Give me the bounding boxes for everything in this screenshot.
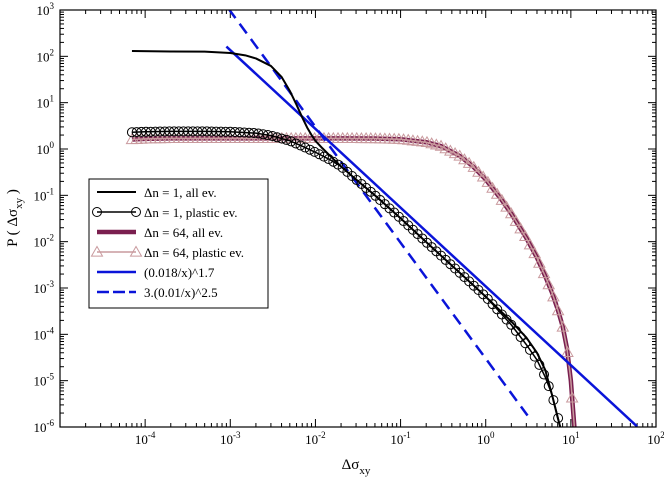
legend-box [88,178,269,309]
data-point [444,144,457,156]
data-point [276,133,287,144]
data-point [272,132,283,143]
data-point [92,207,102,217]
y-tick-label: 10-4 [34,325,55,342]
data-point [565,391,579,403]
legend-label: (0.018/x)^1.7 [144,265,215,280]
data-point [476,170,490,182]
data-point [539,369,550,380]
y-tick-label: 10-6 [34,418,55,435]
data-point [281,134,292,145]
data-point [481,175,495,187]
data-point [295,140,306,151]
data-point [248,128,259,139]
data-point [462,156,476,168]
data-point [286,136,297,147]
y-tick-label: 10-1 [34,186,55,203]
data-point [542,278,556,290]
x-tick-label: 10-2 [305,430,326,447]
y-axis-label: P ( Δσxy ) [5,189,25,247]
data-point [523,238,537,250]
data-point [556,320,570,332]
x-tick-label: 102 [647,430,664,447]
data-point [90,245,104,257]
series-line [227,10,529,417]
x-tick-label: 101 [562,430,580,447]
y-tick-label: 10-2 [34,233,55,250]
y-tick-label: 101 [37,94,55,111]
data-point [509,214,523,226]
legend-label: Δn = 64, plastic ev. [144,245,244,260]
data-point [309,146,320,157]
data-point [537,267,551,279]
data-point [514,222,527,234]
x-tick-label: 10-4 [135,430,156,447]
legend-label: 3.(0.01/x)^2.5 [144,285,218,300]
data-point [467,160,481,172]
legend-label: Δn = 1, all ev. [144,185,217,200]
data-point [131,207,141,217]
legend-label: Δn = 64, all ev. [144,225,223,240]
data-point [490,187,504,199]
data-point [448,147,462,159]
data-point [453,149,467,161]
data-point [290,138,301,149]
y-tick-label: 102 [37,47,55,64]
data-point [504,207,518,219]
data-point [318,151,329,162]
x-tick-label: 100 [477,430,495,447]
data-point [129,245,143,257]
data-point [495,193,509,205]
data-point [472,165,485,177]
data-point [300,142,311,153]
series-line [131,50,562,427]
data-point [253,128,264,139]
legend-label: Δn = 1, plastic ev. [144,205,238,220]
y-tick-label: 10-5 [34,372,55,389]
data-point [304,144,315,155]
tick-labels: 10-4 10-3 10-2 10-1 100 101 102 10-6 10-5 10-4 10-… [34,1,664,447]
y-tick-label: 100 [37,140,55,157]
data-point [500,200,513,212]
data-point [486,181,499,193]
data-point [458,153,471,165]
data-point [561,345,574,358]
data-point [439,142,453,154]
data-point [533,256,546,268]
legend: Δn = 1, all ev. Δn = 1, plastic ev. Δn = 6… [88,178,269,309]
x-axis-label: Δσxy [342,457,371,477]
y-tick-label: 103 [37,1,55,18]
data-point [518,229,532,241]
data-point [314,149,325,160]
series-line [225,45,638,427]
data-point [547,290,560,302]
data-point [258,129,269,140]
series-layer [125,10,638,427]
data-point [528,246,542,259]
data-point [267,130,278,141]
data-point [548,395,559,406]
data-point [551,304,565,316]
data-point [262,130,273,141]
x-tick-label: 10-3 [220,430,241,447]
y-tick-label: 10-3 [34,279,55,296]
plot-frame [59,9,657,428]
x-tick-label: 10-1 [390,430,411,447]
